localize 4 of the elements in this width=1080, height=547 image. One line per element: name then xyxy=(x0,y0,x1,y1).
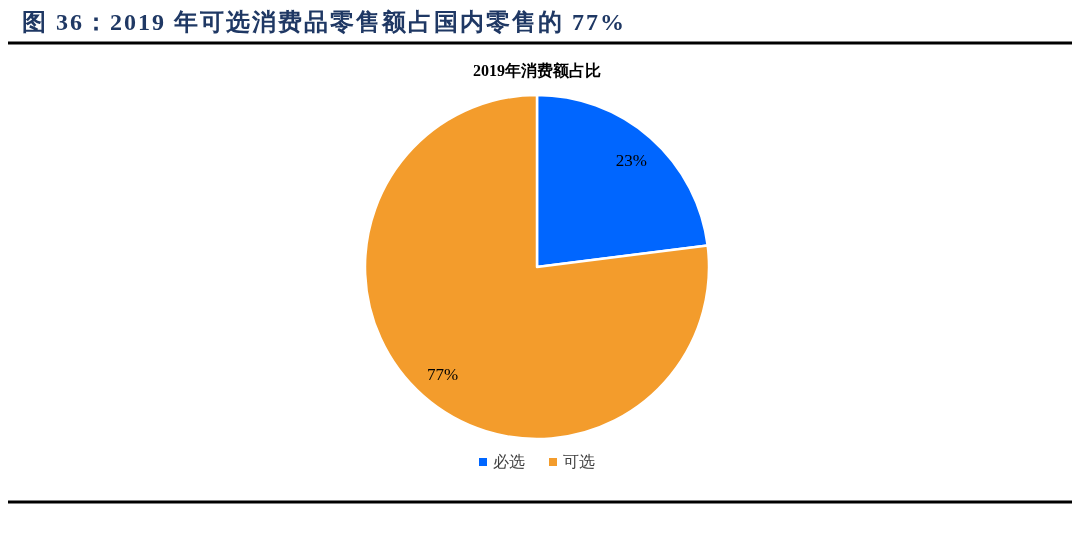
legend-label: 可选 xyxy=(563,453,595,470)
chart-title: 图 36：2019 年可选消费品零售额占国内零售的 77% xyxy=(22,9,626,35)
legend-label: 必选 xyxy=(493,453,525,470)
chart-subtitle: 2019年消费额占比 xyxy=(473,62,601,79)
